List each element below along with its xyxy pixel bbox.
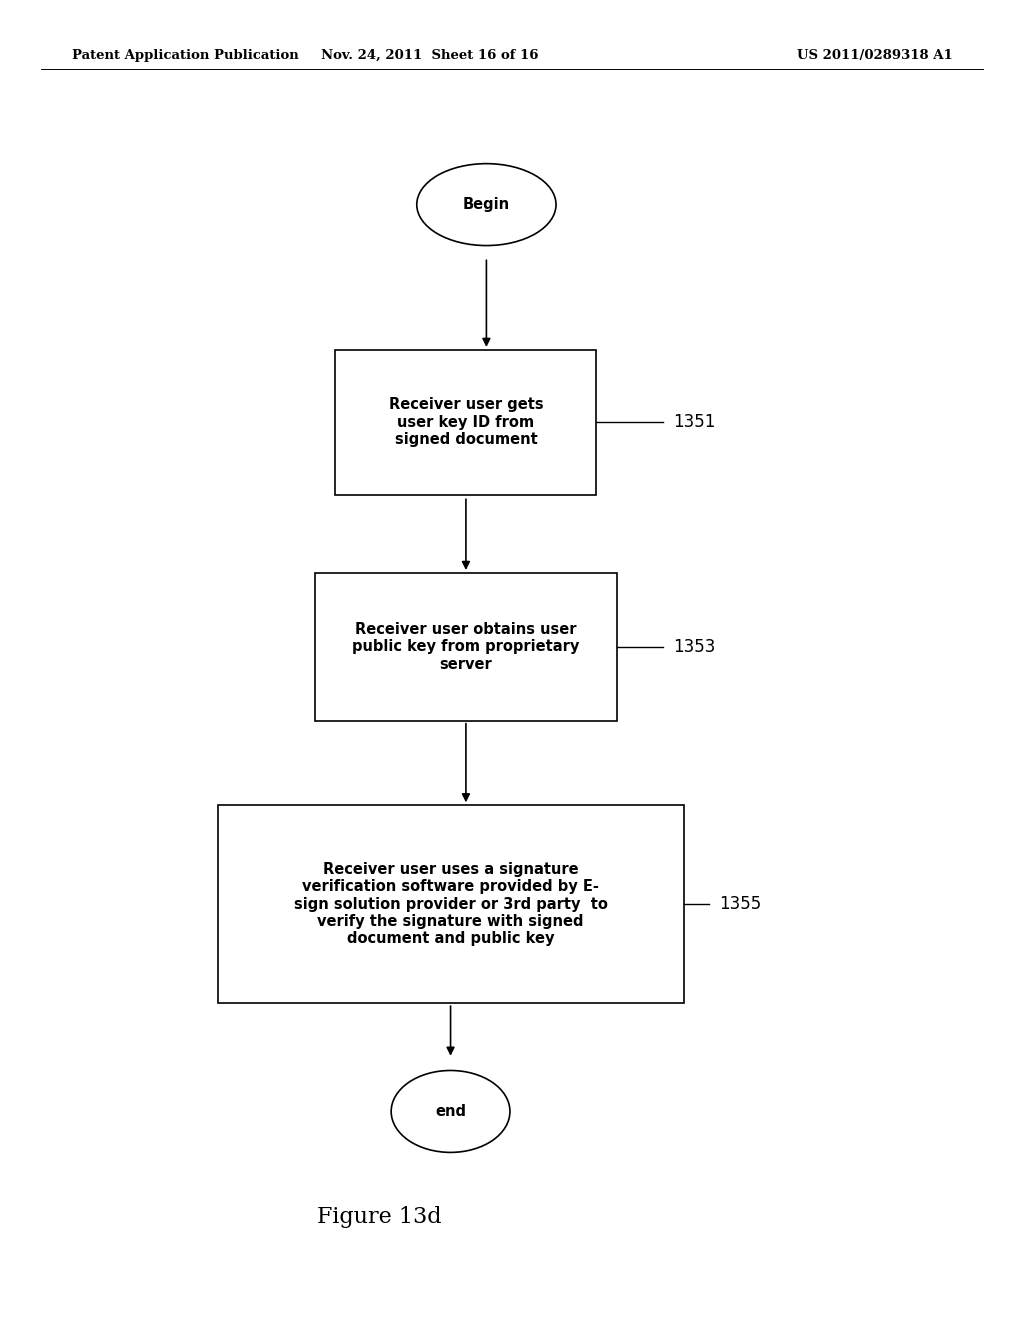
Text: Begin: Begin (463, 197, 510, 213)
Ellipse shape (391, 1071, 510, 1152)
Text: 1353: 1353 (673, 638, 715, 656)
Text: 1351: 1351 (673, 413, 715, 432)
Ellipse shape (417, 164, 556, 246)
Text: Receiver user uses a signature
verification software provided by E-
sign solutio: Receiver user uses a signature verificat… (294, 862, 607, 946)
Text: Figure 13d: Figure 13d (317, 1206, 442, 1228)
Text: Patent Application Publication: Patent Application Publication (72, 49, 298, 62)
Bar (217, 805, 684, 1003)
Text: Nov. 24, 2011  Sheet 16 of 16: Nov. 24, 2011 Sheet 16 of 16 (322, 49, 539, 62)
Text: 1355: 1355 (719, 895, 761, 913)
Text: end: end (435, 1104, 466, 1119)
Text: Receiver user obtains user
public key from proprietary
server: Receiver user obtains user public key fr… (352, 622, 580, 672)
Text: Receiver user gets
user key ID from
signed document: Receiver user gets user key ID from sign… (388, 397, 544, 447)
Bar (315, 573, 616, 721)
Bar (336, 350, 596, 495)
Text: US 2011/0289318 A1: US 2011/0289318 A1 (797, 49, 952, 62)
